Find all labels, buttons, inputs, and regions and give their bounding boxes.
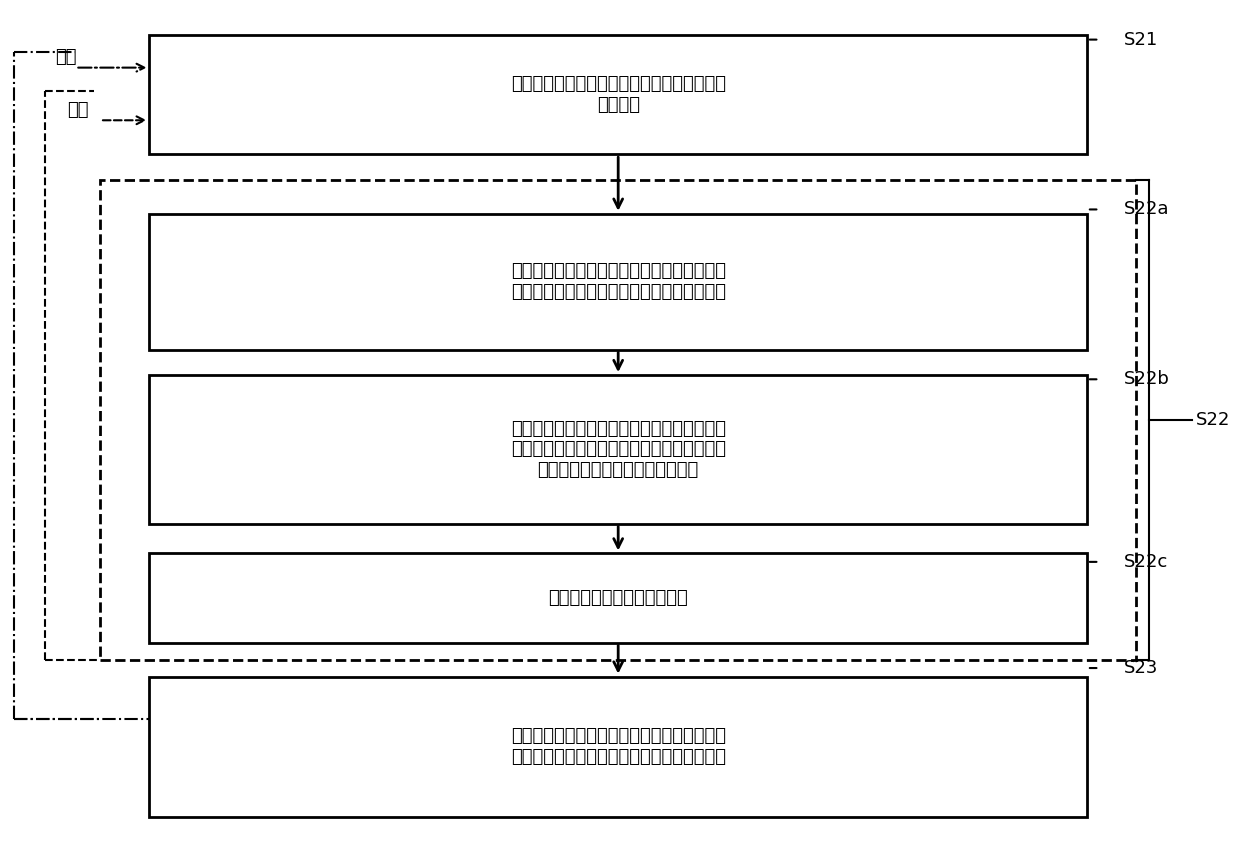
- Text: 自适应相位对准环路锁定时，第一信号中的特
定信息与第二信号相位差恒定，相位对准完成: 自适应相位对准环路锁定时，第一信号中的特 定信息与第二信号相位差恒定，相位对准完…: [511, 727, 725, 766]
- Text: S23: S23: [1123, 659, 1158, 677]
- Text: 控制: 控制: [55, 48, 77, 66]
- Text: 将相位差信息转换为误差信息: 将相位差信息转换为误差信息: [548, 589, 688, 607]
- FancyBboxPatch shape: [150, 35, 1087, 154]
- Text: S22b: S22b: [1123, 371, 1169, 389]
- Text: S21: S21: [1123, 31, 1158, 49]
- FancyBboxPatch shape: [150, 214, 1087, 349]
- Text: S22c: S22c: [1123, 553, 1168, 571]
- FancyBboxPatch shape: [150, 375, 1087, 524]
- FancyBboxPatch shape: [150, 676, 1087, 817]
- Text: 对第一移相操作后的第一信号中的特定信息进
行锁相滤波，并保证锁定时输入与输出同相位: 对第一移相操作后的第一信号中的特定信息进 行锁相滤波，并保证锁定时输入与输出同相…: [511, 262, 725, 301]
- Text: S22: S22: [1195, 411, 1230, 429]
- Text: 根据控制端的信息对输入的第一信号进行第一
移相操作: 根据控制端的信息对输入的第一信号进行第一 移相操作: [511, 76, 725, 114]
- FancyBboxPatch shape: [150, 554, 1087, 642]
- Text: S22a: S22a: [1123, 200, 1169, 218]
- Text: 控制: 控制: [67, 101, 88, 119]
- Text: 锁相滤波处理后的特定信息与第二信号进行相
位比较，该第二信号与特定信息之间存在特定
的相位对准关系，得到相位差信息: 锁相滤波处理后的特定信息与第二信号进行相 位比较，该第二信号与特定信息之间存在特…: [511, 419, 725, 479]
